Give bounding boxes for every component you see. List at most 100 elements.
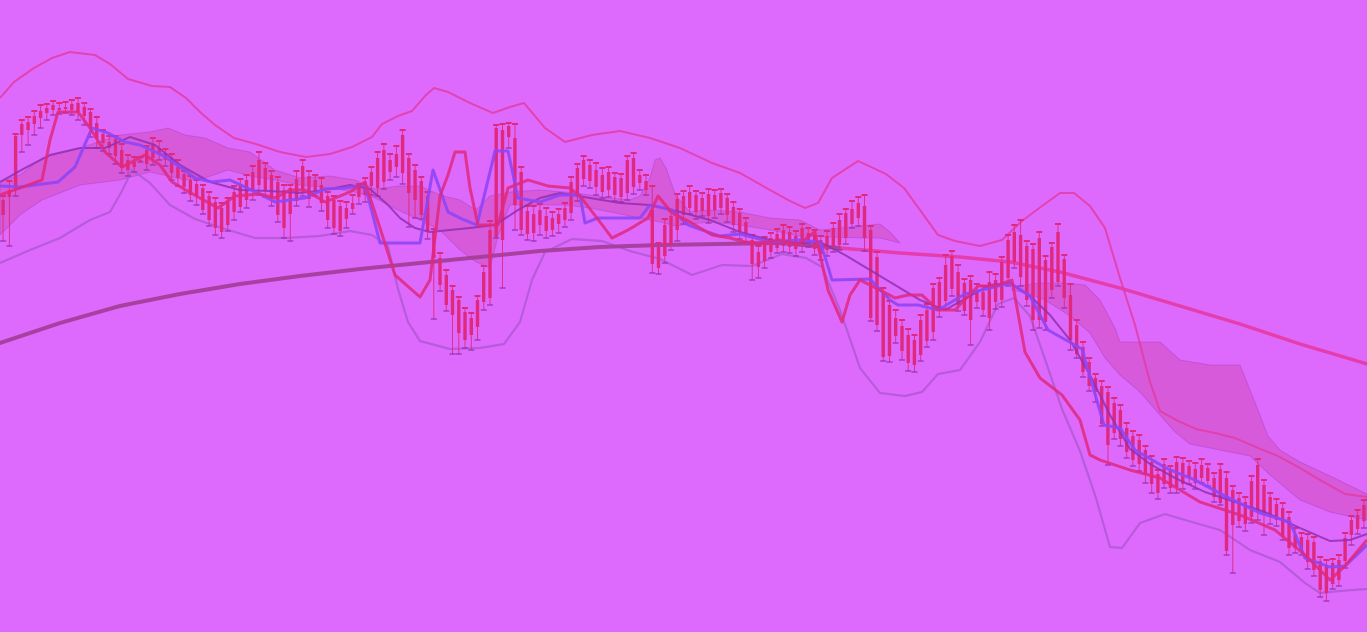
candle-body (1193, 469, 1197, 483)
candle (1067, 283, 1074, 351)
bb-lower-line (0, 168, 1367, 595)
candle-body (919, 320, 923, 355)
candle-body (138, 160, 143, 162)
candle-body (1224, 478, 1229, 551)
candle (1304, 533, 1311, 570)
candle (231, 185, 238, 221)
candle-body (326, 196, 330, 220)
candle-body (382, 150, 386, 182)
candle-body (469, 318, 473, 335)
candle-body (1243, 502, 1247, 524)
candle-body (400, 135, 405, 173)
candle-body (738, 213, 742, 232)
candle-body (956, 272, 960, 305)
candle (899, 319, 905, 361)
candle (855, 196, 862, 227)
kijun-line (0, 110, 1367, 582)
candle (405, 153, 412, 228)
candle-body (1306, 540, 1310, 562)
candle-body (750, 240, 754, 264)
candle-body (575, 168, 580, 196)
candle-body (1355, 515, 1360, 529)
candle-body (13, 136, 18, 190)
candle-body (588, 165, 592, 181)
candle (1142, 445, 1149, 484)
cloud-region-2 (1011, 282, 1367, 521)
candle (867, 225, 874, 322)
candle (1242, 496, 1249, 532)
candle (780, 224, 787, 253)
candle-body (725, 198, 729, 215)
candle-body (563, 208, 567, 220)
candle (449, 285, 456, 355)
candle (487, 220, 493, 306)
candle-body (1025, 246, 1029, 300)
candle-body (388, 160, 392, 172)
candle-body (182, 174, 186, 187)
candle-body (638, 175, 642, 183)
candle (1354, 509, 1361, 535)
candle-body (344, 208, 349, 219)
candle-body (1050, 247, 1054, 290)
candle (1048, 242, 1055, 299)
candle-body (1324, 565, 1329, 593)
candle-body (800, 228, 804, 245)
long-ma-line-right (838, 246, 1367, 366)
candle-body (1081, 347, 1085, 372)
candle-body (631, 158, 636, 187)
candle-body (76, 103, 80, 112)
candle-body (1274, 504, 1279, 520)
candle-body (38, 111, 43, 118)
candle-body (1262, 485, 1266, 515)
candle-body (1037, 238, 1041, 320)
candle (830, 222, 837, 253)
candle-body (1331, 563, 1335, 584)
candle-body (338, 206, 342, 231)
candle-body (862, 206, 867, 238)
candle-body (644, 181, 648, 190)
candle-body (1143, 450, 1148, 474)
candle (330, 195, 337, 235)
candle (37, 104, 44, 129)
candle-body (925, 310, 929, 341)
candle (636, 169, 643, 191)
candle-body (1299, 537, 1304, 551)
candle-body (332, 200, 336, 228)
candle-body (20, 124, 24, 135)
candle-body (157, 148, 161, 155)
candle (206, 191, 213, 227)
candle-body (1100, 386, 1104, 424)
candle-body (688, 192, 692, 208)
candle-body (463, 312, 467, 340)
candle-body (313, 180, 317, 191)
candle-body (357, 188, 361, 197)
candle-body (756, 252, 761, 267)
candle-body (769, 238, 773, 252)
candle (961, 278, 968, 316)
candle-body (194, 184, 199, 196)
candle-body (993, 280, 998, 302)
candle-body (475, 300, 480, 327)
candle-body (169, 158, 174, 173)
candle-body (1237, 498, 1241, 521)
candle-body (912, 340, 917, 365)
candle-body (1206, 468, 1210, 481)
candle (474, 295, 481, 341)
candle-body (606, 172, 611, 190)
candle-body (419, 181, 423, 215)
candle-body (269, 175, 274, 198)
candle-body (525, 211, 530, 234)
candle (605, 166, 612, 198)
candle (718, 188, 724, 215)
candle-body (1249, 481, 1254, 517)
candle (1117, 404, 1124, 447)
candle (380, 143, 387, 190)
candle-body (894, 318, 898, 336)
candle (555, 208, 562, 234)
candle (443, 269, 450, 312)
candle-body (113, 139, 118, 156)
candle-body (825, 236, 829, 250)
candle-body (276, 182, 280, 215)
candle (505, 122, 512, 149)
candle-body (719, 193, 723, 208)
